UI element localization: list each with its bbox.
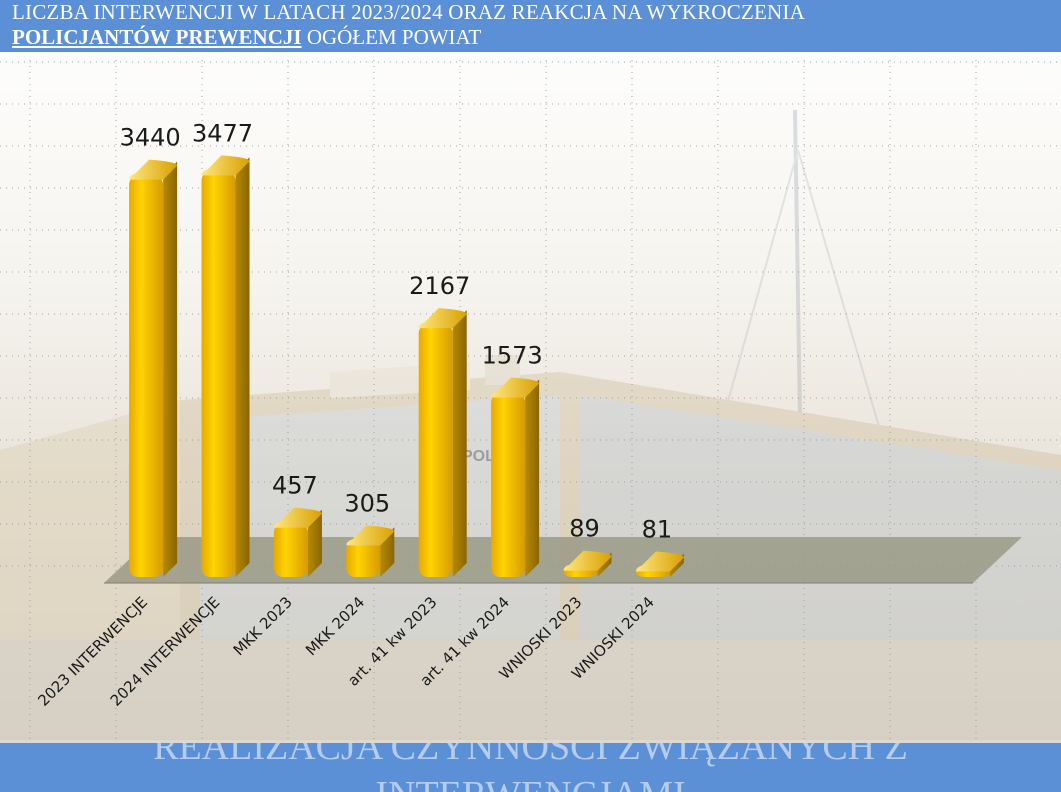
chart-floor — [104, 537, 1022, 583]
chart-title-rest: OGÓŁEM POWIAT — [301, 25, 482, 49]
bar-5 — [418, 308, 467, 577]
data-labels-group: 3440 3477 457 305 2167 1573 89 81 — [120, 119, 673, 543]
bar-side-face — [525, 379, 540, 577]
bar-top-cap — [418, 308, 467, 329]
footer-title-line2: INTERWENCJAMI — [0, 771, 1061, 792]
bar-front-face — [129, 175, 164, 577]
header-bar: LICZBA INTERWENCJI W LATACH 2023/2024 OR… — [0, 0, 1061, 52]
bar-front-face — [346, 541, 381, 577]
data-label: 3440 — [120, 124, 181, 152]
bar-6 — [491, 377, 540, 577]
bar-side-face — [163, 161, 178, 577]
bar-7 — [563, 550, 612, 577]
chart-title-line1: LICZBA INTERWENCJI W LATACH 2023/2024 OR… — [12, 0, 805, 24]
footer-title: REALIZACJA CZYNNOŚCI ZWIĄZANYCH Z INTERW… — [0, 743, 1061, 792]
bar-2 — [201, 155, 250, 577]
bar-4 — [346, 525, 395, 577]
bar-top-cap — [129, 159, 178, 180]
bar-side-face — [307, 509, 322, 577]
bar-side-face — [452, 310, 467, 577]
x-tick-label: MKK 2023 — [230, 593, 296, 659]
bar-top-cap — [346, 525, 395, 546]
data-label: 1573 — [482, 341, 543, 369]
data-label: 89 — [569, 515, 600, 543]
data-label: 457 — [272, 472, 318, 500]
bar-8 — [635, 551, 684, 577]
bar-top-cap — [201, 155, 250, 176]
bar-front-face — [201, 171, 236, 577]
chart-title-bold: POLICJANTÓW PREWENCJI — [12, 25, 302, 49]
bar-front-face — [491, 393, 526, 577]
bar-top-cap — [563, 550, 612, 571]
bar-side-face — [235, 157, 250, 577]
bar-top-cap — [635, 551, 684, 572]
bars-group — [129, 155, 684, 577]
footer-title-line1: REALIZACJA CZYNNOŚCI ZWIĄZANYCH Z — [153, 743, 908, 768]
data-label: 3477 — [192, 119, 253, 147]
bar-1 — [129, 159, 178, 577]
data-label: 305 — [344, 489, 390, 517]
bar-front-face — [418, 324, 453, 577]
x-tick-label: MKK 2024 — [302, 593, 368, 659]
footer-banner: REALIZACJA CZYNNOŚCI ZWIĄZANYCH Z INTERW… — [0, 743, 1061, 792]
data-label: 81 — [642, 516, 673, 544]
data-label: 2167 — [409, 272, 470, 300]
bar-3 — [273, 507, 322, 577]
bar-top-cap — [491, 377, 540, 398]
chart-title-line2: POLICJANTÓW PREWENCJI OGÓŁEM POWIAT — [12, 25, 481, 50]
bar-top-cap — [273, 507, 322, 528]
bar-front-face — [273, 523, 308, 577]
